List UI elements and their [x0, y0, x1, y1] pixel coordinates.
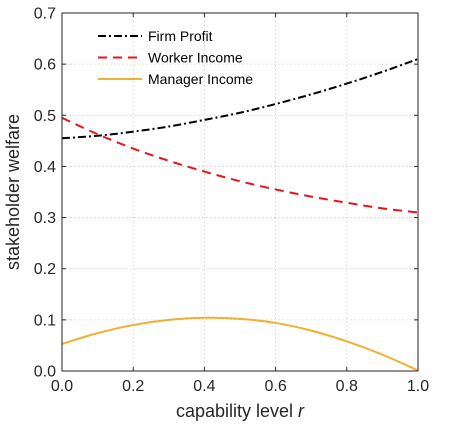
x-axis-label-variable: r	[298, 401, 305, 421]
x-tick-label: 1.0	[407, 378, 429, 395]
x-tick-label: 0.0	[51, 378, 73, 395]
axis-ticks: 0.0 0.2 0.4 0.6 0.8 1.0 0.0 0.1 0.2 0.3 0.4 0.5 0.6 0…	[34, 6, 429, 396]
series-line-manager-income	[61, 316, 419, 372]
x-axis-label: capability level r	[176, 401, 305, 421]
y-axis-label: stakeholder welfare	[3, 114, 23, 270]
y-tick-label: 0.7	[34, 6, 56, 23]
y-tick-label: 0.6	[34, 57, 56, 74]
y-tick-label: 0.5	[34, 108, 56, 125]
plot-area-frame	[61, 12, 419, 372]
y-tick-label: 0.3	[34, 210, 56, 227]
series-line-firm-profit	[61, 58, 419, 140]
legend-label-manager-income: Manager Income	[148, 71, 253, 87]
grid	[62, 13, 418, 371]
legend-label-worker-income: Worker Income	[148, 50, 243, 66]
legend: Firm Profit Worker Income Manager Income	[98, 28, 253, 87]
x-axis-label-text: capability level	[176, 401, 298, 421]
y-tick-label: 0.2	[34, 261, 56, 278]
y-tick-label: 0.0	[34, 364, 56, 381]
x-tick-label: 0.6	[264, 378, 286, 395]
x-tick-label: 0.4	[193, 378, 215, 395]
y-tick-label: 0.1	[34, 312, 56, 329]
series-lines	[61, 58, 419, 372]
x-tick-label: 0.2	[122, 378, 144, 395]
legend-label-firm-profit: Firm Profit	[148, 28, 213, 44]
series-line-worker-income	[61, 116, 419, 214]
y-tick-label: 0.4	[34, 159, 56, 176]
x-tick-label: 0.8	[336, 378, 358, 395]
